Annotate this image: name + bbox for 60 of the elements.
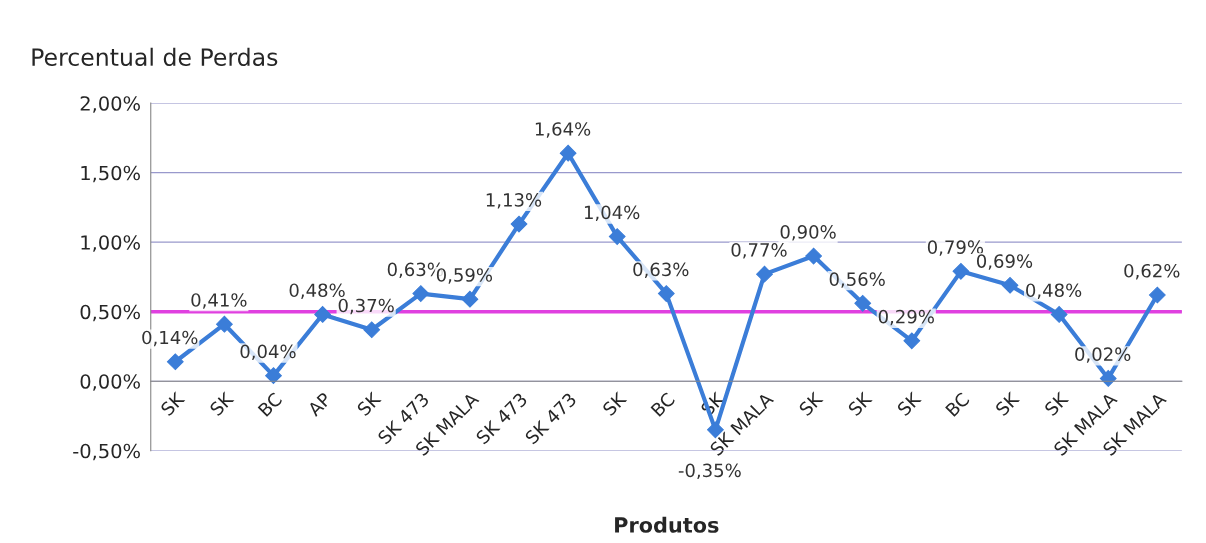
x-tick-label: AP — [306, 391, 332, 417]
point — [363, 321, 381, 339]
point — [265, 367, 282, 384]
x-tick-label: SK — [1043, 390, 1070, 417]
x-tick-label: SK — [896, 390, 922, 417]
data-label: 0,90% — [780, 225, 836, 241]
x-tick-label: BC — [257, 391, 283, 417]
data-label: 0,37% — [338, 298, 394, 315]
y-tick-label: 2,00% — [80, 96, 140, 113]
chart-title: Percentual de Perdas — [32, 47, 278, 67]
x-tick-label: SK — [847, 390, 873, 417]
data-label: 0,56% — [829, 272, 885, 288]
data-label: 0,62% — [1124, 263, 1180, 280]
data-label: 0,02% — [1075, 347, 1131, 363]
point — [166, 353, 184, 371]
x-axis-title: Produtos — [615, 516, 719, 533]
data-label: 0,48% — [289, 283, 345, 299]
y-tick-label: 0,50% — [80, 304, 140, 322]
point — [805, 247, 822, 265]
data-label: 0,29% — [878, 309, 934, 326]
point — [510, 215, 528, 233]
data-label: 1,04% — [584, 205, 640, 222]
data-label: 1,64% — [535, 122, 591, 138]
point — [608, 228, 626, 245]
data-label: 1,13% — [486, 193, 542, 209]
y-tick-label: -0,50% — [73, 443, 140, 461]
y-tick-label: 1,50% — [81, 165, 140, 183]
point — [952, 262, 970, 280]
x-tick-label: SK — [798, 390, 824, 417]
point — [854, 294, 872, 312]
data-label: 0,63% — [633, 262, 689, 279]
data-label: 0,69% — [976, 254, 1033, 270]
data-label: 0,48% — [1026, 283, 1082, 299]
y-tick-label: 1,00% — [81, 235, 140, 252]
point — [903, 332, 921, 350]
data-label: 0,79% — [927, 240, 984, 256]
point — [461, 290, 479, 308]
x-tick-label: SK — [208, 390, 235, 417]
x-tick-label: SK — [994, 390, 1021, 417]
x-tick-label: SK — [601, 390, 628, 417]
point — [756, 265, 773, 283]
x-tick-label: SK — [159, 390, 186, 417]
point — [412, 285, 430, 302]
data-label: 0,77% — [731, 243, 787, 259]
x-tick-label: BC — [944, 391, 971, 417]
x-tick-label: BC — [650, 391, 676, 417]
data-label: 0,41% — [191, 293, 247, 309]
point — [1001, 276, 1019, 294]
y-tick-label: 0,00% — [80, 374, 140, 391]
point — [559, 144, 577, 162]
point — [1050, 306, 1068, 323]
data-label: 0,04% — [240, 344, 296, 361]
point — [1148, 286, 1166, 304]
data-label: -0,35% — [678, 463, 741, 479]
x-tick-label: SK — [356, 390, 382, 417]
point — [1099, 370, 1117, 387]
point — [314, 306, 331, 323]
point — [216, 315, 233, 333]
data-label: 0,14% — [142, 330, 198, 347]
point — [657, 285, 675, 302]
